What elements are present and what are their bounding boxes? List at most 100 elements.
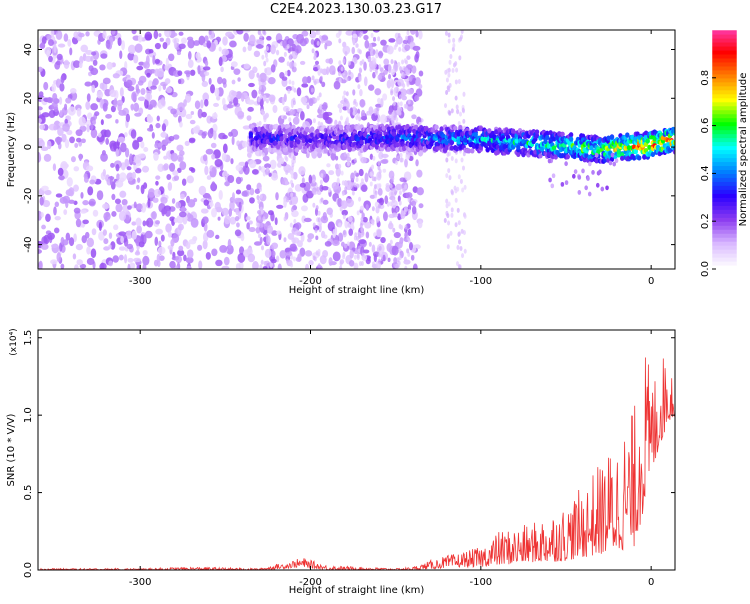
noise-cell	[119, 246, 126, 250]
noise-cell	[352, 39, 355, 44]
signal-cell	[247, 152, 251, 157]
noise-cell	[338, 164, 341, 169]
noise-cell	[40, 197, 44, 206]
noise-cell	[317, 187, 320, 192]
noise-cell	[446, 203, 449, 208]
noise-cell	[158, 85, 161, 92]
noise-cell	[447, 87, 450, 92]
noise-cell	[138, 80, 144, 85]
noise-cell	[445, 31, 448, 36]
noise-cell	[564, 161, 568, 166]
noise-cell	[372, 244, 376, 252]
noise-cell	[323, 200, 329, 205]
noise-cell	[119, 255, 124, 261]
noise-cell	[409, 76, 413, 82]
noise-cell	[449, 54, 452, 59]
noise-cell	[402, 83, 405, 88]
noise-cell	[345, 182, 348, 187]
noise-cell	[360, 227, 363, 232]
noise-cell	[313, 190, 316, 195]
noise-cell	[364, 40, 369, 49]
noise-cell	[343, 90, 346, 95]
noise-cell	[80, 210, 86, 214]
noise-cell	[222, 36, 228, 45]
noise-cell	[105, 138, 109, 145]
noise-cell	[53, 125, 57, 130]
noise-cell	[165, 223, 171, 232]
noise-cell	[268, 95, 275, 102]
noise-cell	[315, 61, 319, 65]
noise-cell	[317, 30, 320, 35]
noise-cell	[61, 237, 65, 245]
noise-cell	[447, 233, 450, 238]
noise-cell	[366, 232, 370, 239]
noise-cell	[346, 157, 351, 162]
colorbar-tick-label: 0.0	[700, 261, 711, 277]
noise-cell	[392, 112, 395, 117]
noise-cell	[392, 246, 399, 256]
noise-cell	[393, 101, 396, 106]
noise-cell	[359, 33, 362, 38]
noise-cell	[56, 61, 61, 66]
noise-cell	[600, 187, 604, 192]
noise-cell	[53, 163, 56, 171]
noise-cell	[456, 187, 459, 192]
y-tick-label: -40	[23, 236, 34, 252]
noise-cell	[338, 222, 341, 227]
colorbar-cell	[712, 261, 737, 266]
noise-cell	[343, 214, 346, 219]
noise-cell	[401, 59, 404, 64]
noise-cell	[302, 76, 308, 84]
noise-cell	[290, 263, 293, 268]
noise-cell	[296, 113, 299, 118]
noise-cell	[246, 222, 250, 229]
noise-cell	[349, 250, 353, 259]
noise-cell	[191, 111, 195, 115]
noise-cell	[354, 99, 357, 104]
noise-cell	[174, 218, 178, 223]
noise-cell	[340, 235, 343, 240]
noise-cell	[458, 55, 461, 60]
noise-cell	[348, 223, 351, 228]
noise-cell	[309, 98, 314, 106]
noise-cell	[221, 266, 229, 271]
noise-cell	[145, 93, 152, 101]
noise-cell	[362, 253, 365, 258]
colorbar-cell	[712, 142, 737, 147]
y-tick-label: 0.0	[23, 562, 34, 578]
noise-cell	[456, 104, 459, 109]
noise-cell	[266, 58, 269, 63]
noise-cell	[293, 100, 296, 105]
noise-cell	[69, 136, 75, 143]
noise-cell	[247, 115, 252, 121]
noise-cell	[103, 169, 106, 177]
y-tick-label: 1.5	[23, 330, 34, 346]
noise-cell	[126, 114, 130, 123]
colorbar-cell	[712, 66, 737, 71]
noise-cell	[236, 189, 241, 194]
noise-cell	[376, 218, 379, 223]
noise-cell	[91, 85, 95, 93]
noise-cell	[133, 165, 137, 170]
colorbar-cell	[712, 153, 737, 158]
noise-cell	[230, 158, 233, 164]
noise-cell	[342, 252, 345, 257]
colorbar-label: Normalized spectral amplitude	[738, 73, 749, 227]
noise-cell	[411, 114, 416, 119]
noise-cell	[131, 104, 134, 111]
noise-cell	[178, 224, 184, 231]
noise-cell	[133, 258, 141, 262]
noise-cell	[179, 43, 186, 49]
noise-cell	[258, 216, 261, 221]
noise-cell	[293, 192, 296, 197]
noise-cell	[174, 175, 179, 181]
noise-cell	[261, 245, 264, 250]
colorbar-cell	[712, 237, 737, 242]
noise-cell	[232, 192, 235, 202]
noise-cell	[47, 97, 52, 103]
colorbar-cell	[712, 94, 737, 99]
noise-cell	[158, 247, 166, 255]
noise-cell	[348, 216, 353, 222]
noise-cell	[58, 168, 64, 176]
noise-cell	[119, 191, 126, 198]
